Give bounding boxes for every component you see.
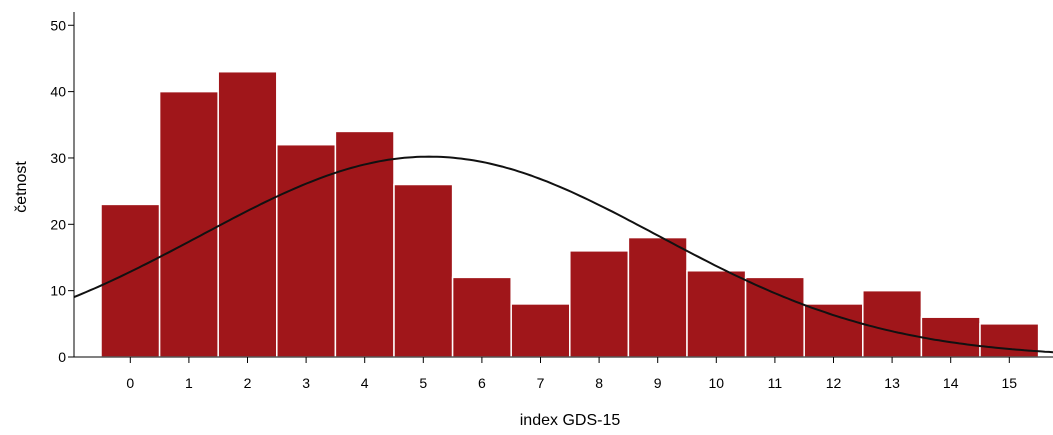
x-tick-label-14: 14	[943, 375, 959, 391]
bar-6	[451, 276, 512, 358]
x-tick-label-0: 0	[126, 375, 134, 391]
x-tick-label-12: 12	[826, 375, 842, 391]
x-tick-label-11: 11	[768, 375, 783, 391]
bar-8	[569, 250, 630, 358]
x-tick-label-5: 5	[419, 375, 427, 391]
axes-group	[73, 12, 1053, 358]
x-tick-label-3: 3	[302, 375, 310, 391]
x-tick-label-10: 10	[709, 375, 725, 391]
bar-11	[744, 276, 805, 358]
bar-10	[686, 270, 747, 358]
x-tick-label-8: 8	[595, 375, 603, 391]
x-tick-label-7: 7	[537, 375, 545, 391]
x-tick-label-15: 15	[1002, 375, 1018, 391]
bar-12	[803, 303, 864, 358]
x-tick-label-9: 9	[654, 375, 662, 391]
bar-1	[158, 90, 219, 358]
x-tick-label-1: 1	[185, 375, 193, 391]
y-tick-label-40: 40	[50, 84, 66, 100]
bar-5	[393, 183, 454, 358]
normal-curve	[73, 155, 1053, 354]
x-tick-label-2: 2	[244, 375, 252, 391]
x-tick-label-13: 13	[884, 375, 900, 391]
x-tick-label-4: 4	[361, 375, 369, 391]
x-ticks-group: 0 1 2 3 4 5 6 7 8 9 10 11 12 13 14 15	[126, 357, 1017, 391]
bar-14	[920, 316, 981, 358]
y-tick-label-30: 30	[50, 150, 66, 166]
y-ticks-group: 0 10 20 30 40 50	[50, 17, 74, 365]
bar-13	[862, 289, 923, 358]
x-axis-label: index GDS-15	[520, 412, 621, 429]
x-tick-label-6: 6	[478, 375, 486, 391]
bar-2	[217, 70, 278, 358]
bar-9	[627, 236, 688, 358]
y-tick-label-20: 20	[50, 216, 66, 232]
bar-7	[510, 303, 571, 358]
bar-15	[979, 323, 1040, 358]
y-axis-label: četnost	[13, 161, 30, 213]
y-tick-label-50: 50	[50, 17, 66, 33]
y-tick-label-0: 0	[58, 349, 66, 365]
y-tick-label-10: 10	[50, 283, 66, 299]
